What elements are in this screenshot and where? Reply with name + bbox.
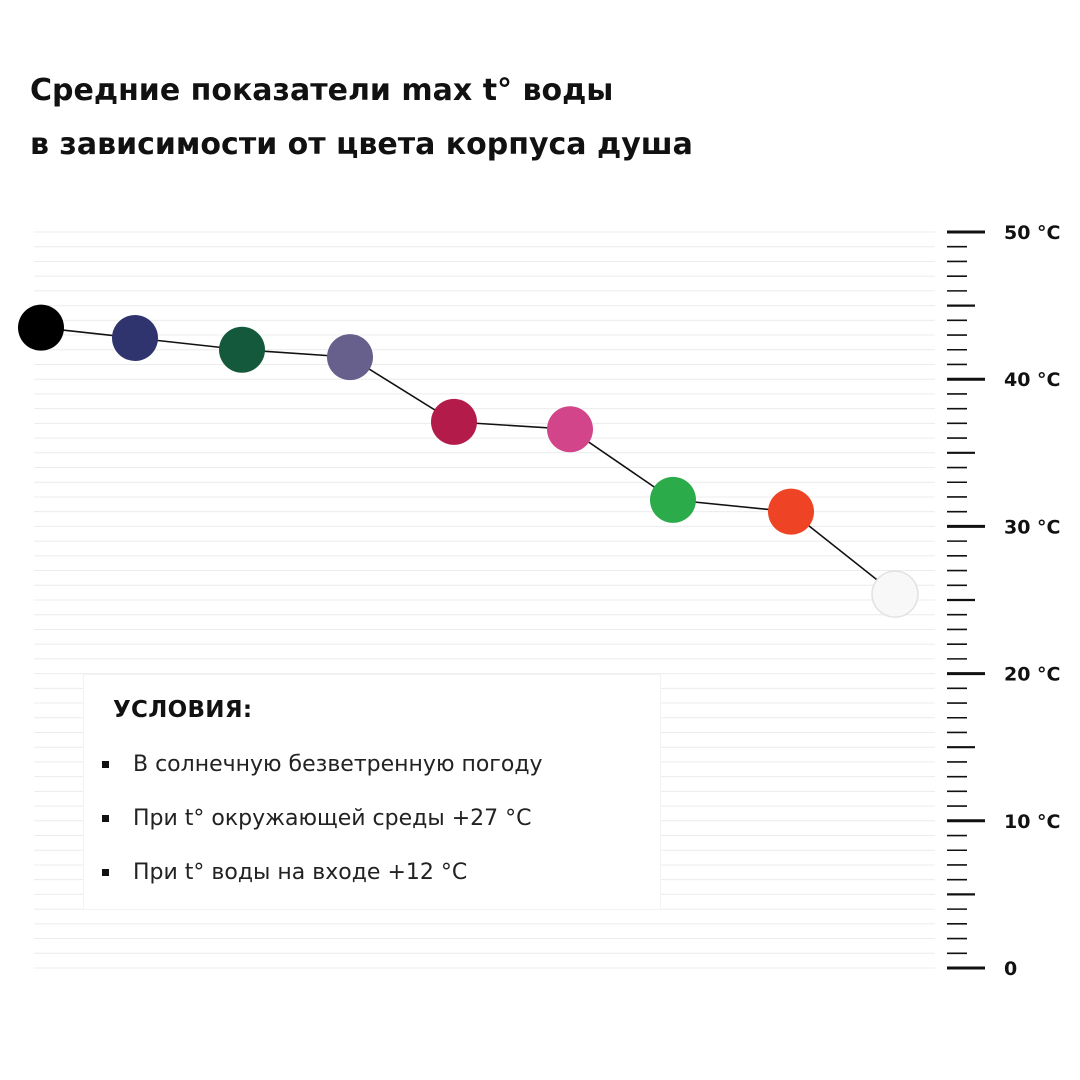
data-series: [18, 304, 919, 618]
series-line: [40, 326, 896, 595]
y-tick-label: 20 °C: [1004, 664, 1061, 686]
chart-title: Средние показатели max t° воды в зависим…: [30, 64, 1030, 172]
y-tick-label: 10 °C: [1004, 811, 1061, 833]
condition-item: В солнечную безветренную погоду: [84, 747, 543, 801]
chart-title-line-2: в зависимости от цвета корпуса душа: [30, 127, 693, 162]
bullet-icon: [102, 761, 109, 768]
conditions-box: УСЛОВИЯ: В солнечную безветренную погоду…: [84, 675, 660, 909]
condition-item: При t° окружающей среды +27 °C: [84, 801, 543, 855]
data-point: [219, 326, 265, 373]
data-point: [871, 570, 919, 618]
condition-text: В солнечную безветренную погоду: [133, 752, 543, 777]
data-point: [547, 406, 593, 453]
chart-title-line-1: Средние показатели max t° воды: [30, 73, 614, 108]
data-point: [112, 314, 158, 361]
y-axis: 50 °C 40 °C 30 °C 20 °C 10 °C 0: [947, 222, 1061, 980]
data-point: [768, 488, 814, 535]
conditions-list: В солнечную безветренную погоду При t° о…: [84, 747, 543, 909]
data-point: [18, 304, 64, 351]
y-tick-label: 0: [1004, 958, 1017, 980]
condition-text: При t° воды на входе +12 °C: [133, 860, 468, 885]
conditions-heading: УСЛОВИЯ:: [113, 697, 253, 723]
data-point: [327, 334, 373, 381]
y-tick-label: 50 °C: [1004, 222, 1061, 244]
data-point: [431, 398, 477, 445]
y-tick-label: 30 °C: [1004, 516, 1061, 538]
bullet-icon: [102, 869, 109, 876]
condition-item: При t° воды на входе +12 °C: [84, 855, 543, 909]
condition-text: При t° окружающей среды +27 °C: [133, 806, 532, 831]
bullet-icon: [102, 815, 109, 822]
y-tick-label: 40 °C: [1004, 369, 1061, 391]
data-point: [650, 476, 696, 523]
